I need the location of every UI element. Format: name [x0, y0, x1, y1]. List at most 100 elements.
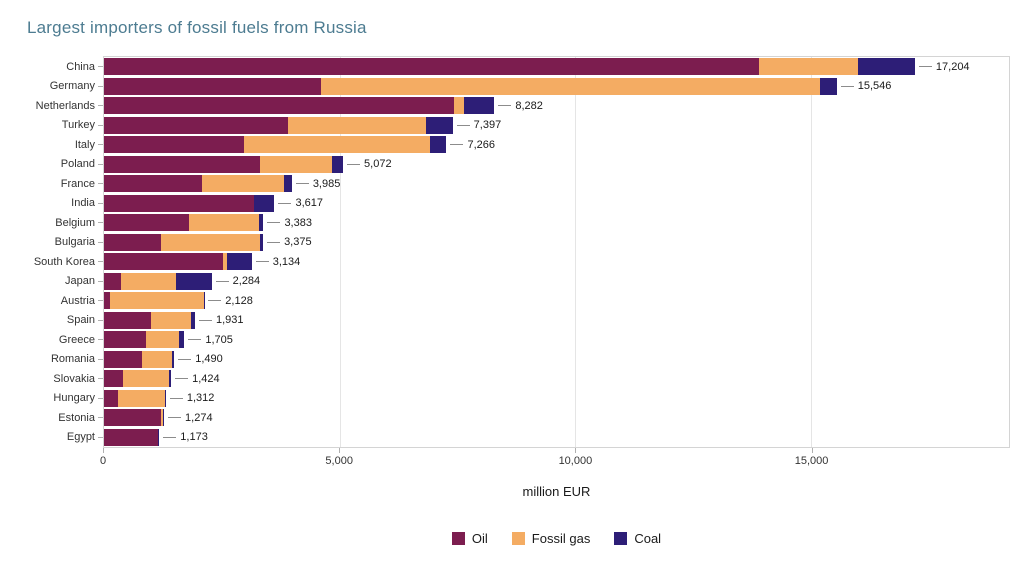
- value-leader-line: [918, 66, 932, 68]
- bar-row: 1,705: [104, 330, 1009, 350]
- bar-segment-coal: [820, 77, 837, 95]
- y-axis-label: South Korea: [27, 252, 103, 272]
- value-leader-line: [456, 124, 470, 126]
- value-leader-line: [199, 319, 212, 321]
- x-axis-title: million EUR: [522, 484, 591, 499]
- value-leader-line: [168, 417, 182, 419]
- bar-segment-oil: [104, 370, 124, 388]
- value-leader-line: [255, 261, 269, 263]
- bar-segment-fossil-gas: [151, 311, 192, 329]
- y-axis-label: Poland: [27, 155, 103, 175]
- y-axis-tick: [98, 105, 103, 107]
- plot-column: 17,204 15,546 8,282 7,397 7,266 5,072 3,985 3,6…: [100, 56, 1010, 546]
- y-axis-label-text: France: [60, 177, 95, 190]
- bar-value-label: 3,134: [272, 255, 301, 268]
- value-leader-line: [267, 222, 281, 224]
- y-axis-label: Estonia: [27, 408, 103, 428]
- value-leader-line: [215, 280, 229, 282]
- bar-segment-fossil-gas: [244, 136, 430, 154]
- x-axis: 0 5,000 10,000 15,000: [100, 448, 1010, 472]
- bar-segment-oil: [104, 389, 119, 407]
- bar-value-label: 1,424: [192, 372, 220, 385]
- bar-segment-fossil-gas: [109, 292, 204, 310]
- bar-row: 3,383: [104, 213, 1009, 233]
- y-axis-label-text: China: [66, 60, 95, 73]
- bar-segment-oil: [104, 233, 162, 251]
- bar-segment-oil: [104, 272, 121, 290]
- y-axis-labels: China Germany Netherlands Turkey Italy Poland…: [27, 57, 103, 546]
- chart: China Germany Netherlands Turkey Italy Poland…: [27, 56, 1010, 546]
- bar-segment-coal: [429, 136, 447, 154]
- y-axis-label-text: Slovakia: [53, 372, 95, 385]
- bar-row: 1,274: [104, 408, 1009, 428]
- bar-value-label: 1,274: [185, 411, 213, 424]
- y-axis-label: Greece: [27, 330, 103, 350]
- y-axis-label-text: Greece: [58, 333, 95, 346]
- legend-swatch-coal: [614, 532, 628, 545]
- y-axis-label: Slovakia: [27, 369, 103, 389]
- value-leader-line: [498, 105, 512, 107]
- bar-segment-fossil-gas: [320, 77, 821, 95]
- bar-segment-fossil-gas: [123, 370, 170, 388]
- bar-segment-oil: [104, 58, 760, 76]
- bar-segment-oil: [104, 428, 158, 446]
- bar-row: 2,128: [104, 291, 1009, 311]
- bar-row: 8,282: [104, 96, 1009, 116]
- bar-segment-oil: [104, 155, 260, 173]
- legend-label: Coal: [634, 531, 662, 546]
- bar-row: 3,134: [104, 252, 1009, 272]
- bar-segment-oil: [104, 331, 147, 349]
- value-leader-line: [278, 202, 292, 204]
- bar-value-label: 7,397: [473, 119, 502, 132]
- bar-segment-coal: [191, 311, 195, 329]
- value-leader-line: [208, 300, 222, 302]
- bar-row: 17,204: [104, 57, 1009, 77]
- y-axis-label: Romania: [27, 350, 103, 370]
- bar-segment-coal: [254, 194, 275, 212]
- bar-segment-coal: [858, 58, 915, 76]
- x-axis-tick-label: 10,000: [558, 455, 593, 467]
- bar-segment-fossil-gas: [259, 155, 333, 173]
- bar-segment-oil: [104, 311, 152, 329]
- bar-segment-coal: [165, 389, 166, 407]
- bar-row: 1,173: [104, 428, 1009, 448]
- y-axis-label-text: Italy: [74, 138, 95, 151]
- bar-value-label: 5,072: [364, 158, 392, 171]
- value-leader-line: [169, 397, 183, 399]
- bar-segment-oil: [104, 136, 245, 154]
- y-axis-label-text: Austria: [60, 294, 95, 307]
- bar-segment-fossil-gas: [189, 214, 260, 232]
- bar-segment-oil: [104, 350, 142, 368]
- y-axis-label: Germany: [27, 77, 103, 97]
- y-axis-tick: [98, 436, 103, 438]
- bar-segment-oil: [104, 175, 202, 193]
- y-axis-label: Egypt: [27, 428, 103, 448]
- legend-item-coal: Coal: [614, 531, 661, 546]
- bar-row: 1,931: [104, 311, 1009, 331]
- y-axis-tick: [98, 241, 103, 243]
- y-axis-label: Austria: [27, 291, 103, 311]
- bar-segment-fossil-gas: [287, 116, 427, 134]
- bar-segment-fossil-gas: [141, 350, 172, 368]
- bar-segment-coal: [332, 155, 344, 173]
- y-axis-label: China: [27, 57, 103, 77]
- y-axis-label: Spain: [27, 311, 103, 331]
- y-axis-label-text: Japan: [65, 275, 95, 288]
- y-axis-label-text: Estonia: [58, 411, 95, 424]
- bar-segment-fossil-gas: [454, 97, 465, 115]
- y-axis-tick: [98, 300, 103, 302]
- y-axis-tick: [98, 417, 103, 419]
- bar-segment-oil: [104, 97, 455, 115]
- bar-segment-fossil-gas: [161, 233, 261, 251]
- y-axis-label: India: [27, 194, 103, 214]
- y-axis-tick: [98, 85, 103, 87]
- y-axis-label-text: Spain: [66, 314, 95, 327]
- y-axis-label-text: Egypt: [66, 431, 95, 444]
- gridline: [575, 57, 577, 447]
- y-axis-label-text: South Korea: [33, 255, 95, 268]
- bar-value-label: 3,375: [284, 236, 312, 249]
- bar-segment-fossil-gas: [201, 175, 284, 193]
- bar-row: 3,985: [104, 174, 1009, 194]
- y-axis-tick: [98, 202, 103, 204]
- y-axis-tick: [98, 319, 103, 321]
